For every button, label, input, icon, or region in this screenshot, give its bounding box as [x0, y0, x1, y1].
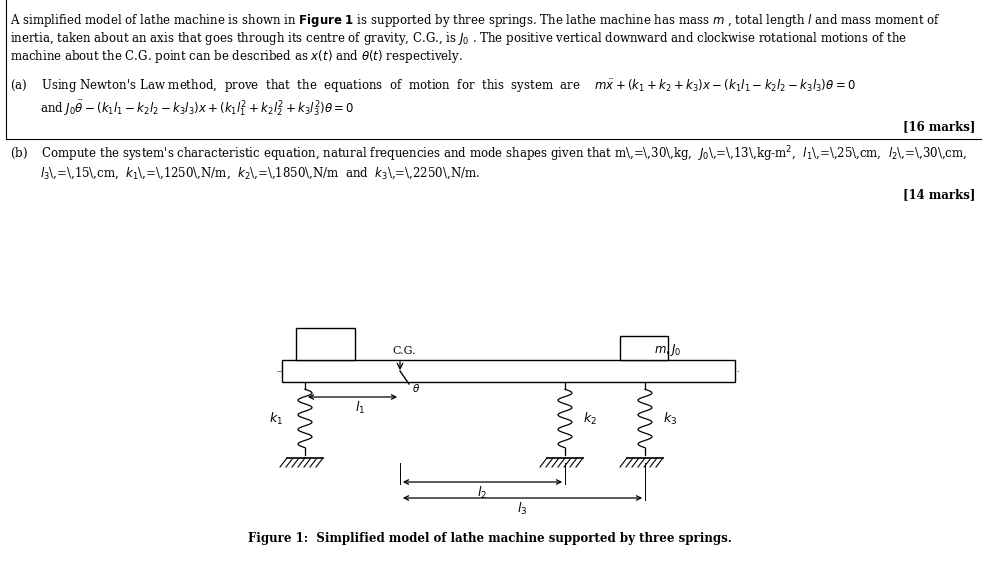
Text: $l_3$: $l_3$ [517, 501, 528, 517]
Text: A simplified model of lathe machine is shown in $\mathbf{Figure\ 1}$ is supporte: A simplified model of lathe machine is s… [10, 12, 940, 29]
Text: C.G.: C.G. [391, 346, 415, 356]
Text: $l_1$: $l_1$ [355, 400, 365, 416]
Text: Figure 1:  Simplified model of lathe machine supported by three springs.: Figure 1: Simplified model of lathe mach… [247, 532, 732, 545]
Bar [296, 328, 355, 360]
Text: $m,J_0$: $m,J_0$ [653, 342, 680, 358]
Text: and $J_0\ddot{\theta}-(k_1l_1-k_2l_2-k_3l_3)x+(k_1l_1^2+k_2l_2^2+k_3l_3^2)\theta: and $J_0\ddot{\theta}-(k_1l_1-k_2l_2-k_3… [40, 98, 354, 118]
Text: $\theta$: $\theta$ [411, 382, 420, 394]
Text: [14 marks]: [14 marks] [902, 188, 974, 201]
Text: inertia, taken about an axis that goes through its centre of gravity, C.G., is $: inertia, taken about an axis that goes t… [10, 30, 906, 47]
Bar [282, 360, 735, 382]
Text: $l_3$\,=\,15\,cm,  $k_1$\,=\,1250\,N/m,  $k_2$\,=\,1850\,N/m  and  $k_3$\,=\,225: $l_3$\,=\,15\,cm, $k_1$\,=\,1250\,N/m, $… [40, 166, 479, 181]
Text: (a)    Using Newton's Law method,  prove  that  the  equations  of  motion  for : (a) Using Newton's Law method, prove tha… [10, 78, 855, 95]
Text: $k_3$: $k_3$ [663, 411, 676, 427]
Text: $l_2$: $l_2$ [477, 485, 487, 501]
Text: machine about the C.G. point can be described as $x(t)$ and $\theta(t)$ respecti: machine about the C.G. point can be desc… [10, 48, 462, 65]
Text: (b)    Compute the system's characteristic equation, natural frequencies and mod: (b) Compute the system's characteristic … [10, 144, 966, 164]
Text: [16 marks]: [16 marks] [902, 120, 974, 133]
Text: $k_2$: $k_2$ [583, 411, 597, 427]
Bar [619, 336, 668, 360]
Text: $k_1$: $k_1$ [269, 411, 283, 427]
